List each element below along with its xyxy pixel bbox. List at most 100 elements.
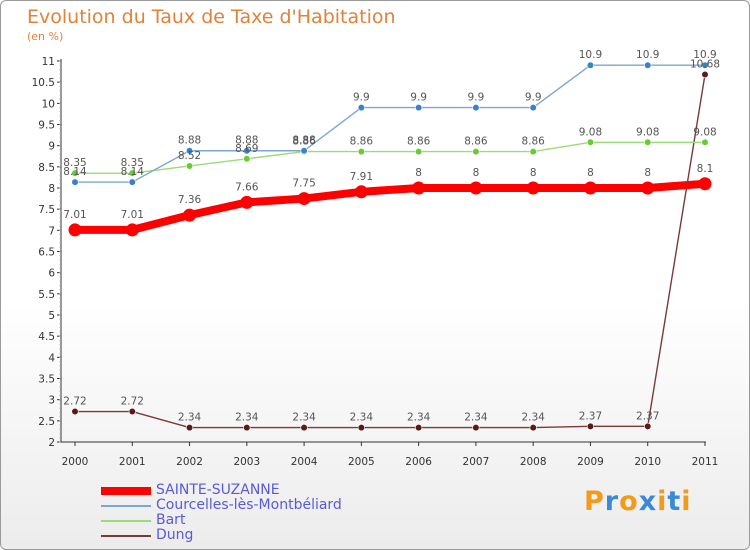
data-label: 8 (473, 167, 480, 179)
data-label: 8.88 (292, 135, 315, 147)
logo-letter: i (657, 486, 668, 517)
data-point (641, 181, 655, 195)
data-point (472, 424, 480, 432)
data-point (128, 169, 136, 177)
series-line-1 (74, 64, 706, 183)
data-point (128, 178, 136, 186)
data-label: 10.9 (636, 49, 659, 61)
data-label: 9.9 (353, 92, 370, 104)
y-tick-label: 5 (48, 310, 55, 322)
data-point (243, 147, 251, 155)
data-label: 8.35 (121, 157, 144, 169)
legend-item: SAINTE-SUZANNE (101, 482, 421, 499)
data-point (526, 181, 540, 195)
x-tick-label: 2001 (119, 456, 146, 468)
data-point (415, 147, 423, 156)
data-point (644, 61, 652, 69)
data-point (297, 192, 311, 206)
y-tick-label: 11 (42, 56, 55, 68)
data-label: 7.66 (235, 181, 259, 193)
data-point (529, 103, 537, 112)
y-tick-label: 6 (48, 268, 55, 280)
data-point (71, 407, 79, 416)
data-label: 9.9 (468, 92, 485, 104)
x-tick-label: 2010 (634, 456, 661, 468)
legend-item: Bart (101, 512, 421, 529)
data-label: 8.86 (464, 136, 488, 148)
series-line-3 (74, 73, 706, 429)
data-label: 7.36 (178, 194, 202, 206)
data-label: 2.34 (350, 412, 374, 424)
legend-item: Dung (101, 527, 421, 544)
y-tick-label: 8 (48, 183, 55, 195)
data-point (586, 61, 595, 69)
y-tick-label: 6.5 (38, 247, 55, 259)
data-label: 8 (644, 167, 651, 179)
data-point (354, 185, 368, 199)
legend-label: Dung (156, 527, 194, 543)
data-label: 9.08 (579, 126, 602, 138)
x-tick-label: 2008 (520, 456, 547, 468)
data-label: 8.69 (235, 143, 258, 155)
legend-swatch (101, 520, 151, 522)
data-label: 9.9 (525, 92, 542, 104)
y-tick-label: 5.5 (38, 289, 55, 301)
data-point (357, 424, 365, 432)
logo-letter: P (584, 486, 605, 517)
data-label: 8.35 (63, 157, 86, 169)
data-label: 2.34 (521, 412, 545, 424)
data-label: 2.72 (63, 396, 86, 408)
data-label: 2.34 (464, 412, 488, 424)
data-label: 8.86 (521, 136, 545, 148)
data-point (698, 177, 712, 191)
data-label: 8.86 (292, 136, 316, 148)
data-point (71, 169, 79, 177)
legend-label: SAINTE-SUZANNE (156, 482, 280, 498)
proxiti-logo: Proxiti (584, 486, 692, 517)
data-label: 10.9 (579, 49, 602, 61)
y-tick-label: 4.5 (38, 331, 55, 343)
x-tick-label: 2006 (405, 456, 432, 468)
data-label: 7.75 (292, 178, 315, 190)
series-line-0 (71, 179, 709, 234)
data-label: 8 (415, 167, 422, 179)
data-point (586, 138, 595, 146)
y-tick-label: 3.5 (38, 374, 55, 386)
data-point (125, 223, 139, 237)
data-label: 7.01 (63, 209, 86, 221)
data-point (71, 178, 79, 186)
logo-letter: o (619, 486, 639, 517)
logo-letter: i (681, 486, 692, 517)
data-point (357, 103, 365, 112)
x-tick-label: 2007 (463, 456, 490, 468)
legend-label: Courcelles-lès-Montbéliard (156, 497, 342, 513)
data-label: 2.37 (579, 410, 602, 422)
x-tick-label: 2002 (176, 456, 203, 468)
data-label: 10.9 (693, 49, 716, 61)
data-label: 8 (530, 167, 537, 179)
y-tick-label: 8.5 (38, 162, 55, 174)
x-tick-label: 2005 (348, 456, 375, 468)
data-point (357, 147, 365, 156)
data-label: 8.14 (121, 166, 145, 178)
data-point (529, 147, 537, 156)
legend: SAINTE-SUZANNE Courcelles-lès-Montbéliard… (101, 482, 421, 544)
data-point (243, 424, 251, 432)
data-point (185, 424, 194, 432)
data-label: 2.34 (235, 412, 259, 424)
data-label: 8 (587, 167, 594, 179)
data-point (185, 147, 194, 155)
data-label: 7.91 (350, 171, 373, 183)
data-point (412, 181, 426, 195)
data-point (183, 208, 197, 222)
data-label: 8.86 (350, 136, 374, 148)
data-label: 7.01 (121, 209, 144, 221)
logo-letter: r (604, 486, 620, 517)
data-point (469, 181, 483, 195)
data-point (300, 424, 308, 432)
x-tick-label: 2000 (62, 456, 89, 468)
data-point (300, 147, 308, 155)
data-label: 2.34 (292, 412, 316, 424)
data-label: 8.1 (697, 163, 714, 175)
data-point (701, 138, 709, 146)
